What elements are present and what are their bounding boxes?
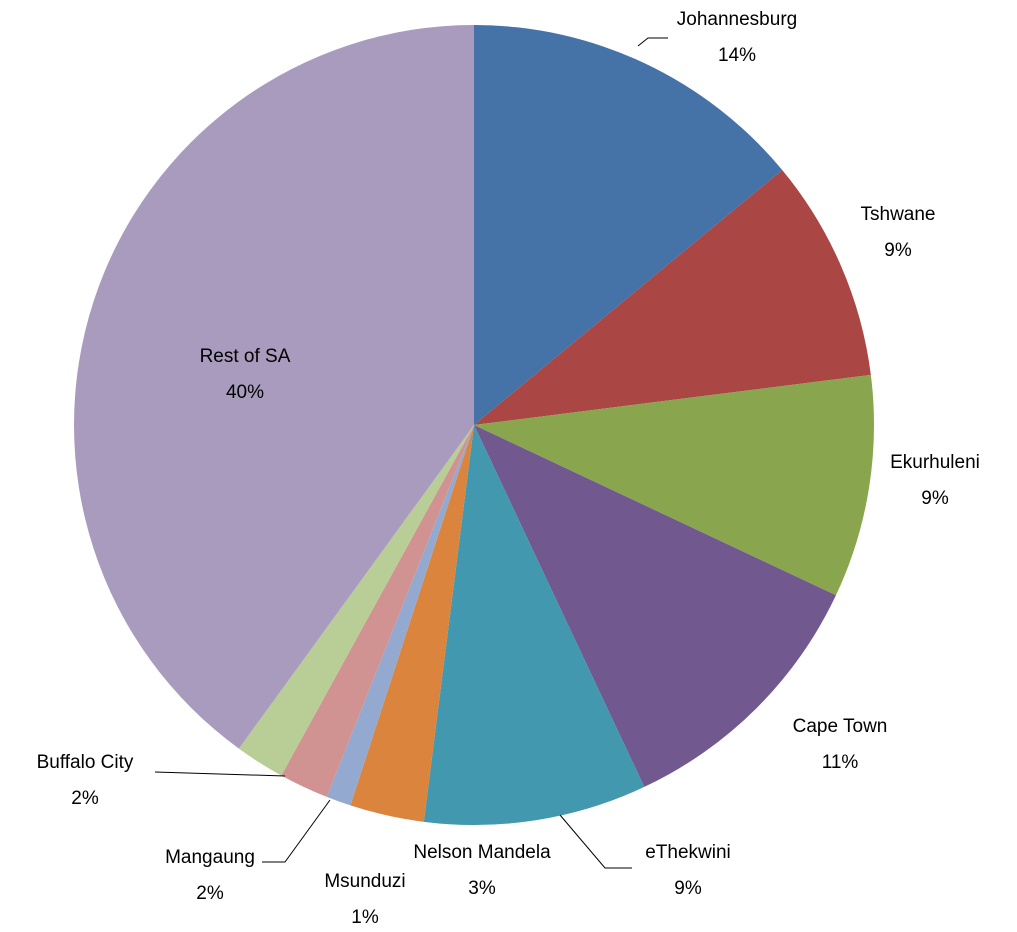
slice-label-value: 11% xyxy=(822,752,859,773)
slice-label-name: Mangaung xyxy=(165,847,255,868)
pie-slice xyxy=(74,25,474,749)
leader-line xyxy=(154,771,286,777)
pie-slice xyxy=(474,374,875,596)
leader-line xyxy=(637,37,668,47)
pie-slice xyxy=(281,425,474,797)
slice-label-name: Cape Town xyxy=(793,716,888,737)
slice-label-name: eThekwini xyxy=(645,842,731,863)
slice-label-value: 9% xyxy=(674,878,702,899)
pie-slice xyxy=(350,425,474,822)
slice-label-name: Nelson Mandela xyxy=(413,842,551,863)
slice-label-value: 2% xyxy=(196,883,224,904)
slice-label-name: Tshwane xyxy=(861,204,936,225)
pie-slice xyxy=(326,425,474,806)
slice-label-value: 2% xyxy=(71,788,99,809)
slice-label-name: Buffalo City xyxy=(37,752,134,773)
leader-line xyxy=(559,814,632,869)
slice-label-value: 14% xyxy=(718,45,756,66)
slice-label-value: 40% xyxy=(226,382,264,403)
pie-slice xyxy=(474,170,871,425)
pie-slice xyxy=(474,25,783,425)
pie-slice xyxy=(474,425,836,787)
slice-label-name: Msunduzi xyxy=(324,871,405,892)
slice-label-value: 3% xyxy=(468,878,496,899)
pie-slice xyxy=(423,425,645,826)
slice-label-name: Ekurhuleni xyxy=(890,452,980,473)
slice-label-name: Johannesburg xyxy=(677,9,797,30)
leader-line xyxy=(262,799,331,863)
slice-label-value: 9% xyxy=(921,488,949,509)
pie-slice xyxy=(238,425,474,776)
slice-label-value: 9% xyxy=(884,240,912,261)
slice-label-value: 1% xyxy=(351,907,379,927)
slice-label-name: Rest of SA xyxy=(200,346,291,367)
